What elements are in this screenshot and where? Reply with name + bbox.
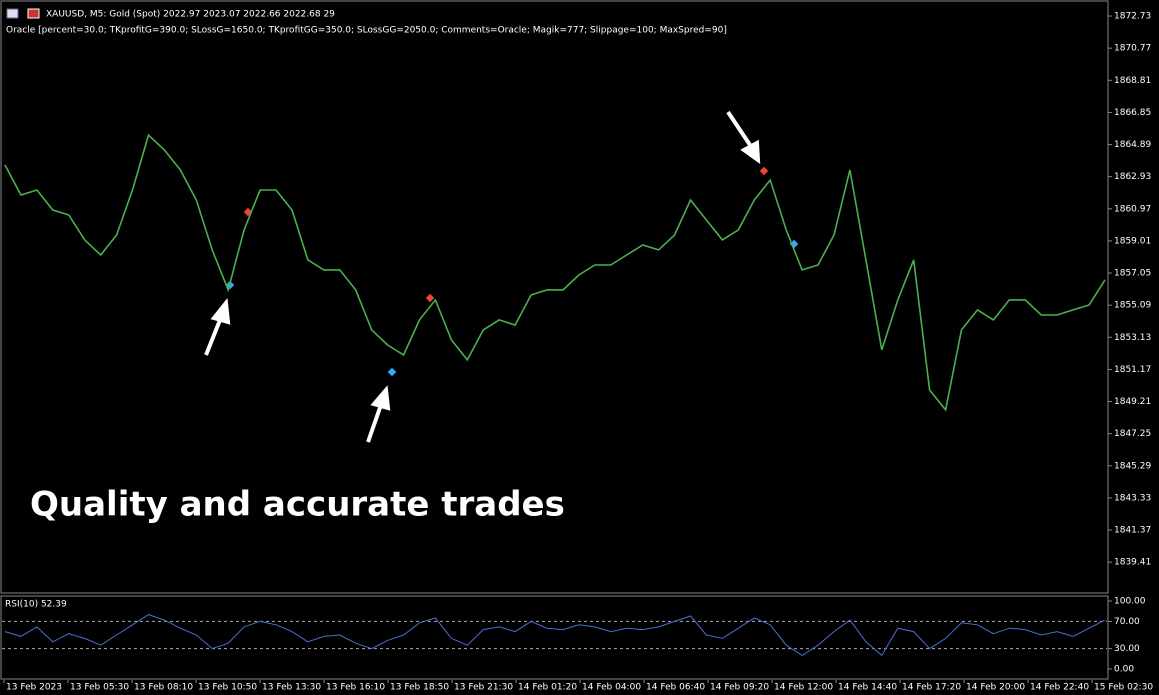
- y-tick-label: 1862.93: [1114, 172, 1151, 182]
- y-tick-label: 0.00: [1114, 664, 1134, 674]
- sell-marker: [425, 293, 435, 303]
- x-tick-label: 14 Feb 22:40: [1030, 683, 1089, 693]
- y-tick-label: 1845.29: [1114, 461, 1151, 471]
- x-tick-label: 14 Feb 04:00: [582, 683, 641, 693]
- x-tick-label: 13 Feb 05:30: [70, 683, 129, 693]
- x-tick-label: 13 Feb 18:50: [390, 683, 449, 693]
- x-tick-label: 13 Feb 21:30: [454, 683, 513, 693]
- x-tick-label: 14 Feb 17:20: [902, 683, 961, 693]
- y-tick-label: 30.00: [1114, 644, 1140, 654]
- x-tick-label: 14 Feb 14:40: [838, 683, 897, 693]
- y-tick-label: 100.00: [1114, 597, 1146, 607]
- arrow: [366, 401, 384, 443]
- arrows: [204, 110, 761, 443]
- arrow-head: [210, 297, 231, 325]
- panel-title: RSI(10) 52.39: [5, 600, 67, 610]
- x-tick-label: 13 Feb 10:50: [198, 683, 257, 693]
- y-tick-label: 1849.21: [1114, 397, 1151, 407]
- arrow-head: [370, 385, 391, 411]
- x-tick-label: 14 Feb 12:00: [774, 683, 833, 693]
- x-tick-label: 13 Feb 08:10: [134, 683, 193, 693]
- icon: [6, 8, 19, 19]
- x-tick-label: 14 Feb 09:20: [710, 683, 769, 693]
- x-tick-label: 13 Feb 16:10: [326, 683, 385, 693]
- y-tick-label: 1866.85: [1114, 108, 1151, 118]
- buy-marker: [387, 367, 397, 377]
- y-tick-label: 70.00: [1114, 617, 1140, 627]
- x-tick-label: 14 Feb 06:40: [646, 683, 705, 693]
- price-line: [4, 133, 1106, 412]
- rsi-line: [4, 614, 1106, 657]
- rsi-panel-frame: [0, 595, 1109, 680]
- y-tick-label: 1853.13: [1114, 333, 1151, 343]
- x-tick-label: 15 Feb 02:30: [1094, 683, 1153, 693]
- y-tick-label: 1851.17: [1114, 365, 1151, 375]
- y-tick-label: 1841.37: [1114, 526, 1151, 536]
- y-tick-label: 1872.73: [1114, 12, 1151, 22]
- y-tick-label: 1855.09: [1114, 301, 1151, 311]
- y-tick-label: 1870.77: [1114, 44, 1151, 54]
- y-tick-label: 1843.33: [1114, 493, 1151, 503]
- y-tick-label: 1860.97: [1114, 204, 1151, 214]
- icon: [27, 8, 40, 19]
- y-tick-label: 1868.81: [1114, 76, 1151, 86]
- y-tick-label: 1859.01: [1114, 236, 1151, 246]
- x-tick-label: 13 Feb 13:30: [262, 683, 321, 693]
- y-tick-label: 1864.89: [1114, 140, 1151, 150]
- indicator-line: Oracle [percent=30.0; TKprofitG=390.0; S…: [6, 26, 727, 36]
- arrow: [204, 314, 224, 356]
- main-panel-frame: [0, 0, 1109, 594]
- x-tick-label: 13 Feb 2023: [6, 683, 62, 693]
- caption: Quality and accurate trades: [30, 485, 565, 525]
- arrow-head: [740, 139, 761, 165]
- y-tick-label: 1839.41: [1114, 558, 1151, 568]
- x-tick-label: 14 Feb 01:20: [518, 683, 577, 693]
- symbol-line: XAUUSD, M5: Gold (Spot) 2022.97 2023.07 …: [46, 10, 335, 20]
- y-tick-label: 1857.05: [1114, 269, 1151, 279]
- y-tick-label: 1847.25: [1114, 429, 1151, 439]
- arrow: [726, 110, 754, 150]
- x-tick-label: 14 Feb 20:00: [966, 683, 1025, 693]
